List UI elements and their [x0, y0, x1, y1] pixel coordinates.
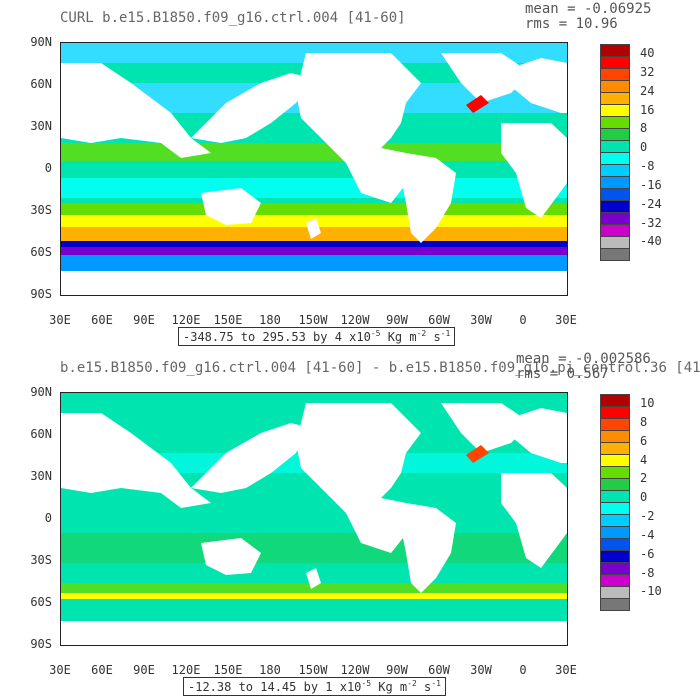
colorbar-label: 8	[640, 121, 648, 136]
bottom-map-panel: b.e15.B1850.f09_g16.ctrl.004 [41-60] - b…	[0, 350, 700, 700]
top-lon-label: 0	[519, 313, 527, 327]
top-lon-label: 120W	[340, 313, 370, 327]
bottom-rms-stat: rms = 0.567	[516, 366, 609, 382]
colorbar-label: -24	[640, 196, 662, 211]
colorbar-label: -16	[640, 177, 662, 192]
top-map-svg	[61, 43, 567, 295]
bottom-colorbar	[600, 394, 630, 611]
top-lon-label: 150W	[298, 313, 328, 327]
bottom-lon-label: 120E	[171, 663, 201, 677]
top-rms-stat: rms = 10.96	[525, 16, 618, 32]
top-lat-label: 60N	[30, 77, 52, 91]
colorbar-label: 40	[640, 46, 655, 60]
top-lon-label: 30W	[470, 313, 492, 327]
top-lon-label: 30E	[49, 313, 71, 327]
bottom-lat-label: 30S	[30, 553, 52, 567]
top-units-exp2: -2	[416, 329, 427, 338]
bottom-lon-label: 90E	[133, 663, 155, 677]
top-units-text: Kg m	[380, 330, 417, 344]
bottom-range-caption: -12.38 to 14.45 by 1 x10-5 Kg m-2 s-1	[183, 677, 446, 696]
bottom-units-exp2: -2	[407, 679, 417, 688]
top-map-title: CURL b.e15.B1850.f09_g16.ctrl.004 [41-60…	[60, 10, 406, 26]
top-lon-label: 120E	[171, 313, 201, 327]
bottom-lat-label: 60N	[30, 427, 52, 441]
top-lon-label: 30E	[555, 313, 577, 327]
bottom-lon-label: 30E	[49, 663, 71, 677]
colorbar-swatch	[600, 598, 630, 611]
top-range-text: -348.75 to 295.53 by 4 x10	[183, 330, 371, 344]
bottom-lon-label: 30E	[555, 663, 577, 677]
colorbar-label: -10	[640, 584, 662, 599]
top-units-text2: s	[426, 330, 441, 344]
top-lat-label: 90N	[30, 35, 52, 49]
colorbar-label: 2	[640, 471, 648, 486]
bottom-lon-label: 150E	[213, 663, 243, 677]
top-lon-label: 90W	[386, 313, 408, 327]
colorbar-label: -2	[640, 509, 655, 524]
bottom-units-text: Kg m	[371, 680, 408, 694]
colorbar-label: 6	[640, 433, 648, 448]
bottom-range-text: -12.38 to 14.45 by 1 x10	[188, 680, 362, 694]
colorbar-label: -32	[640, 215, 662, 230]
colorbar-label: 10	[640, 396, 655, 410]
bottom-mean-stat: mean = -0.002586	[516, 351, 651, 367]
colorbar-label: 24	[640, 83, 655, 98]
top-lat-label: 90S	[30, 287, 52, 301]
top-lat-label: 30N	[30, 119, 52, 133]
top-lat-label: 30S	[30, 203, 52, 217]
bottom-map-title: b.e15.B1850.f09_g16.ctrl.004 [41-60] - b…	[60, 360, 700, 376]
top-lon-label: 60W	[428, 313, 450, 327]
bottom-lat-label: 30N	[30, 469, 52, 483]
top-lon-label: 60E	[91, 313, 113, 327]
top-lon-label: 90E	[133, 313, 155, 327]
bottom-units-exp3: -1	[431, 679, 441, 688]
top-lon-label: 150E	[213, 313, 243, 327]
colorbar-label: 16	[640, 102, 655, 117]
bottom-lon-label: 60E	[91, 663, 113, 677]
bottom-lon-label: 150W	[298, 663, 328, 677]
bottom-lat-label: 0	[44, 511, 52, 525]
colorbar-label: -8	[640, 159, 655, 174]
bottom-lon-label: 0	[519, 663, 527, 677]
bottom-lon-label: 30W	[470, 663, 492, 677]
bottom-lon-label: 180	[259, 663, 281, 677]
colorbar-label: -8	[640, 565, 655, 580]
colorbar-label: 0	[640, 490, 648, 505]
bottom-lon-label: 120W	[340, 663, 370, 677]
colorbar-label: -6	[640, 546, 655, 561]
bottom-lon-label: 90W	[386, 663, 408, 677]
top-units-exp: -5	[370, 329, 381, 338]
bottom-lat-label: 90N	[30, 385, 52, 399]
bottom-map-plot	[60, 392, 568, 646]
colorbar-swatch	[600, 248, 630, 261]
top-lat-label: 60S	[30, 245, 52, 259]
colorbar-label: 32	[640, 64, 655, 79]
bottom-lat-label: 90S	[30, 637, 52, 651]
colorbar-label: -40	[640, 234, 662, 249]
top-units-exp3: -1	[440, 329, 451, 338]
bottom-lon-label: 60W	[428, 663, 450, 677]
top-map-panel: CURL b.e15.B1850.f09_g16.ctrl.004 [41-60…	[30, 1, 662, 346]
top-range-caption: -348.75 to 295.53 by 4 x10-5 Kg m-2 s-1	[178, 327, 456, 346]
top-map-plot	[60, 42, 568, 296]
top-lon-label: 180	[259, 313, 281, 327]
bottom-units-exp: -5	[361, 679, 372, 688]
colorbar-label: -4	[640, 527, 655, 542]
colorbar-label: 4	[640, 452, 648, 467]
top-mean-stat: mean = -0.06925	[525, 1, 652, 17]
colorbar-label: 8	[640, 414, 648, 429]
bottom-units-text2: s	[416, 680, 432, 694]
top-colorbar	[600, 44, 630, 261]
bottom-lat-label: 60S	[30, 595, 52, 609]
bottom-map-svg	[61, 393, 567, 645]
colorbar-label: 0	[640, 140, 648, 155]
top-lat-label: 0	[44, 161, 52, 175]
